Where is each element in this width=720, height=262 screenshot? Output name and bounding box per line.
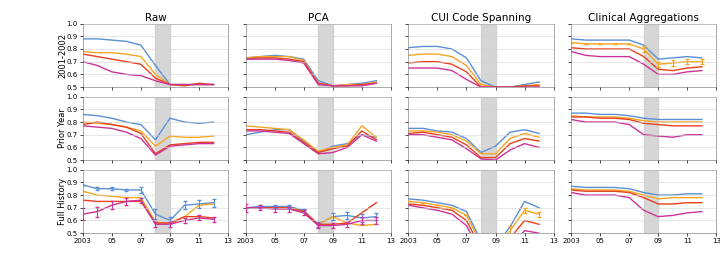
Bar: [156, 97, 170, 160]
Y-axis label: Prior Year: Prior Year: [58, 108, 67, 148]
Bar: [156, 170, 170, 233]
Bar: [481, 170, 495, 233]
Bar: [481, 97, 495, 160]
Bar: [318, 24, 333, 87]
Bar: [644, 24, 658, 87]
Title: PCA: PCA: [308, 13, 328, 23]
Bar: [318, 97, 333, 160]
Title: Clinical Aggregations: Clinical Aggregations: [588, 13, 699, 23]
Bar: [156, 24, 170, 87]
Y-axis label: 2001-2002: 2001-2002: [58, 33, 67, 78]
Title: CUI Code Spanning: CUI Code Spanning: [431, 13, 531, 23]
Title: Raw: Raw: [145, 13, 166, 23]
Bar: [318, 170, 333, 233]
Bar: [644, 170, 658, 233]
Bar: [481, 24, 495, 87]
Y-axis label: Full History: Full History: [58, 178, 67, 225]
Bar: [644, 97, 658, 160]
